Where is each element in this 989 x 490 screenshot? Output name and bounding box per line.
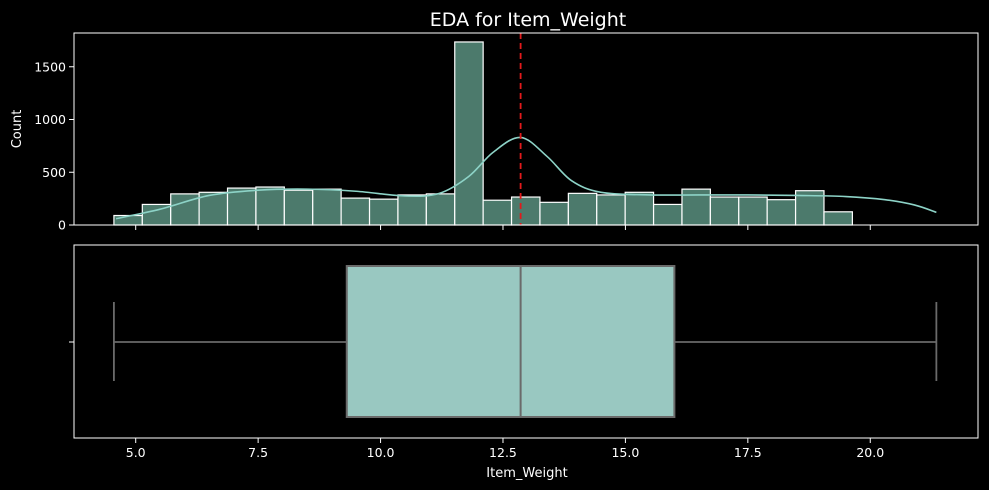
histogram-bar: [823, 211, 853, 226]
x-tick-label: 5.0: [126, 445, 146, 460]
histogram-bar: [425, 193, 456, 226]
boxplot-elements: [113, 265, 938, 418]
histogram-bar: [567, 192, 598, 226]
x-tick-label: 12.5: [489, 445, 517, 460]
x-tick-label: 7.5: [248, 445, 268, 460]
histogram-bar: [738, 196, 768, 226]
histogram-bar: [340, 197, 371, 226]
kde-line: [115, 136, 937, 220]
boxplot-x-ticks: 5.0 7.5 10.0 12.5 15.0 17.5 20.0: [126, 438, 884, 460]
histogram-x-ticks: [135, 225, 871, 230]
chart-title: EDA for Item_Weight: [430, 9, 626, 31]
histogram-bar: [255, 186, 285, 226]
iqr-box: [345, 265, 676, 418]
y-tick-label: 1500: [34, 59, 66, 74]
y-tick-label: 500: [42, 165, 66, 180]
y-tick-label: 0: [58, 218, 66, 233]
histogram-bar: [226, 187, 257, 226]
x-tick-label: 10.0: [367, 445, 395, 460]
histogram-bar: [624, 191, 655, 226]
histogram-panel: 0 500 1000 1500 Count: [10, 32, 979, 233]
boxplot-panel: 5.0 7.5 10.0 12.5 15.0 17.5 20.0 Item_Weight: [69, 244, 979, 481]
y-axis-label: Count: [10, 110, 25, 149]
y-tick-label: 1000: [34, 112, 66, 127]
histogram-y-ticks: 0 500 1000 1500: [34, 59, 74, 233]
histogram-bar: [539, 201, 569, 226]
histogram-bar: [283, 189, 314, 226]
histogram-bar: [454, 41, 484, 226]
x-tick-label: 17.5: [734, 445, 762, 460]
histogram-axes-frame: [73, 32, 979, 226]
histogram-bar: [652, 203, 683, 226]
histogram-bar: [312, 188, 342, 226]
x-tick-label: 20.0: [856, 445, 884, 460]
histogram-bar: [368, 198, 399, 226]
histogram-bar: [482, 199, 513, 226]
x-axis-label: Item_Weight: [486, 466, 567, 481]
histogram-bar: [709, 196, 740, 226]
x-tick-label: 15.0: [611, 445, 639, 460]
histogram-bar: [397, 194, 427, 226]
histogram-bar: [510, 196, 541, 226]
histogram-bars: [113, 41, 853, 226]
histogram-bar: [766, 199, 797, 226]
histogram-bar: [596, 194, 626, 226]
